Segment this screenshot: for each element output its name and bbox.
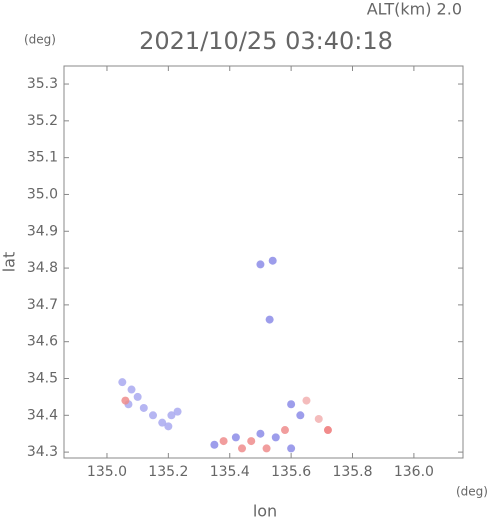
x-tick-label: 135.2 bbox=[148, 464, 188, 480]
echo-point bbox=[287, 400, 296, 409]
echo-point bbox=[158, 418, 167, 427]
echo-point bbox=[167, 411, 176, 420]
y-tick-label: 35.3 bbox=[27, 76, 58, 92]
echo-point bbox=[268, 256, 277, 265]
x-tick-label: 135.4 bbox=[210, 464, 250, 480]
altitude-label: ALT(km) 2.0 bbox=[367, 0, 462, 19]
echo-point bbox=[323, 426, 332, 435]
echo-point bbox=[256, 260, 265, 269]
y-tick-label: 34.3 bbox=[27, 444, 58, 460]
echo-point bbox=[231, 433, 240, 442]
plot-frame bbox=[63, 65, 464, 459]
x-axis-label: lon bbox=[253, 502, 277, 521]
x-tick-label: 135.6 bbox=[271, 464, 311, 480]
y-tick-label: 34.6 bbox=[27, 334, 58, 350]
echo-point bbox=[247, 437, 256, 446]
x-tick-label: 136.0 bbox=[394, 464, 434, 480]
echo-point bbox=[262, 444, 271, 453]
echo-point bbox=[271, 433, 280, 442]
echo-point bbox=[287, 444, 296, 453]
y-tick-label: 34.4 bbox=[27, 407, 58, 423]
chart-title: 2021/10/25 03:40:18 bbox=[139, 27, 393, 55]
y-tick-label: 34.7 bbox=[27, 297, 58, 313]
y-unit: (deg) bbox=[24, 33, 56, 47]
y-tick-label: 34.8 bbox=[27, 260, 58, 276]
y-tick-label: 34.5 bbox=[27, 370, 58, 386]
echo-point bbox=[173, 407, 182, 416]
echo-point bbox=[265, 315, 274, 324]
echo-point bbox=[164, 422, 173, 431]
echo-point bbox=[302, 396, 311, 405]
echo-point bbox=[127, 385, 136, 394]
echo-point bbox=[238, 444, 247, 453]
x-tick-label: 135.8 bbox=[332, 464, 372, 480]
echo-point bbox=[121, 396, 130, 405]
echo-point bbox=[296, 411, 305, 420]
x-tick-label: 135.0 bbox=[87, 464, 127, 480]
y-axis-label: lat bbox=[0, 252, 19, 273]
echo-point bbox=[139, 403, 148, 412]
echo-point bbox=[314, 414, 323, 423]
y-tick-label: 35.1 bbox=[27, 150, 58, 166]
echo-point bbox=[133, 392, 142, 401]
echo-point bbox=[118, 378, 127, 387]
echo-point bbox=[256, 429, 265, 438]
y-tick-label: 34.9 bbox=[27, 223, 58, 239]
y-tick-label: 35.0 bbox=[27, 186, 58, 202]
echo-point bbox=[219, 437, 228, 446]
echo-point bbox=[149, 411, 158, 420]
x-unit: (deg) bbox=[456, 485, 488, 499]
echo-point bbox=[280, 426, 289, 435]
y-tick-label: 35.2 bbox=[27, 113, 58, 129]
echo-point bbox=[210, 440, 219, 449]
